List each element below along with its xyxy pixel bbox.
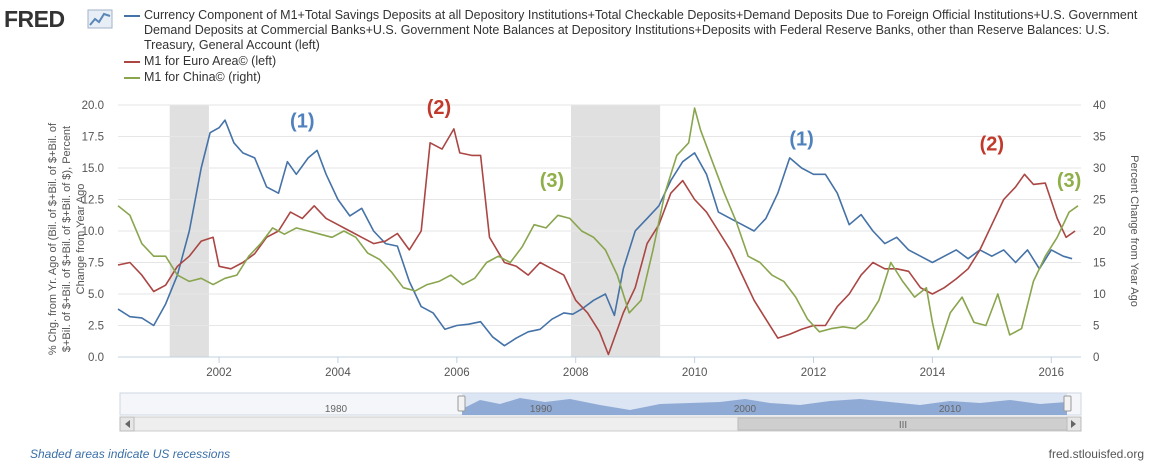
- left-axis-title-line: Change from Year Ago: [75, 184, 87, 295]
- right-tick-label: 25: [1093, 195, 1106, 207]
- annotation-0: (1): [290, 111, 314, 133]
- right-tick-label: 0: [1093, 352, 1099, 364]
- fred-logo-text: FRED: [4, 6, 65, 32]
- left-tick-label: 5.0: [88, 289, 104, 301]
- chart-legend: Currency Component of M1+Total Savings D…: [124, 8, 1154, 86]
- annotation-5: (3): [1057, 170, 1081, 192]
- series-line-0[interactable]: [117, 119, 1073, 347]
- annotation-4: (2): [980, 133, 1004, 155]
- arrow-left-icon: [125, 420, 130, 428]
- left-tick-label: 15.0: [82, 163, 104, 175]
- navigator-series-preview: [462, 398, 1067, 415]
- x-tick-label: 2002: [206, 367, 232, 379]
- range-navigator[interactable]: 1980 1990 2000 2010 III: [119, 392, 1082, 432]
- right-tick-label: 15: [1093, 258, 1106, 270]
- arrow-right-icon: [1071, 420, 1076, 428]
- legend-item-china-m1[interactable]: M1 for China© (right): [124, 70, 1154, 85]
- fred-logo[interactable]: FRED: [4, 4, 120, 39]
- recession-note: Shaded areas indicate US recessions: [30, 447, 231, 461]
- left-tick-label: 0.0: [88, 352, 104, 364]
- left-tick-label: 10.0: [82, 226, 104, 238]
- left-tick-label: 7.5: [88, 258, 104, 270]
- left-axis-title-line: % Chg. from Yr. Ago of (Bil. of $+Bil. o…: [47, 122, 59, 355]
- navigator-handle-left[interactable]: [457, 395, 466, 412]
- right-tick-label: 30: [1093, 163, 1106, 175]
- left-tick-label: 2.5: [88, 321, 104, 333]
- annotation-2: (3): [540, 170, 564, 192]
- right-axis-title: Percent Change from Year Ago: [1128, 155, 1140, 307]
- chart-line-icon: [87, 9, 113, 29]
- annotation-1: (2): [427, 97, 451, 119]
- left-axis-title-line: $+Bil. of $+Bil. of $+Bil. of $+Bil. of …: [61, 126, 73, 352]
- x-tick-label: 2014: [920, 367, 946, 379]
- left-tick-label: 20.0: [82, 100, 104, 112]
- legend-swatch-red: [124, 61, 140, 63]
- x-tick-label: 2010: [682, 367, 708, 379]
- navigator-label-1980: 1980: [325, 404, 348, 415]
- right-tick-label: 20: [1093, 226, 1106, 238]
- annotations: (1) (2) (3) (1) (2) (3): [290, 97, 1081, 192]
- x-tick-label: 2004: [325, 367, 351, 379]
- legend-swatch-green: [124, 77, 140, 79]
- right-tick-label: 40: [1093, 100, 1106, 112]
- legend-label-euro-m1: M1 for Euro Area© (left): [144, 54, 277, 68]
- right-tick-label: 5: [1093, 321, 1099, 333]
- right-tick-label: 35: [1093, 132, 1106, 144]
- scrollbar-grip-icon: III: [899, 420, 907, 431]
- series-line-1[interactable]: [117, 128, 1076, 356]
- legend-item-euro-m1[interactable]: M1 for Euro Area© (left): [124, 54, 1154, 69]
- left-axis-title: % Chg. from Yr. Ago of (Bil. of $+Bil. o…: [47, 122, 87, 355]
- right-tick-label: 10: [1093, 289, 1106, 301]
- x-tick-label: 2006: [444, 367, 470, 379]
- series-line-2[interactable]: [117, 107, 1079, 351]
- x-tick-label: 2008: [563, 367, 589, 379]
- legend-swatch-blue: [124, 15, 140, 17]
- navigator-label-1990: 1990: [530, 404, 553, 415]
- legend-label-us-m1: Currency Component of M1+Total Savings D…: [144, 8, 1138, 52]
- navigator-handle-right[interactable]: [1063, 395, 1072, 412]
- annotation-3: (1): [789, 128, 813, 150]
- left-tick-label: 17.5: [82, 132, 104, 144]
- legend-item-us-m1[interactable]: Currency Component of M1+Total Savings D…: [124, 8, 1154, 53]
- axes: 0.0 0 2.5 5 5.0 10 7.5 15 10.0 20 12.5 25 15.0 30 17.5…: [47, 100, 1140, 379]
- source-link[interactable]: fred.stlouisfed.org: [1048, 447, 1144, 461]
- fred-logo-graphic: FRED: [4, 6, 113, 32]
- navigator-label-2010: 2010: [939, 404, 962, 415]
- x-tick-label: 2016: [1038, 367, 1064, 379]
- x-tick-label: 2012: [801, 367, 827, 379]
- series-lines[interactable]: [117, 107, 1079, 356]
- left-tick-label: 12.5: [82, 195, 104, 207]
- navigator-label-2000: 2000: [734, 404, 757, 415]
- legend-label-china-m1: M1 for China© (right): [144, 70, 261, 84]
